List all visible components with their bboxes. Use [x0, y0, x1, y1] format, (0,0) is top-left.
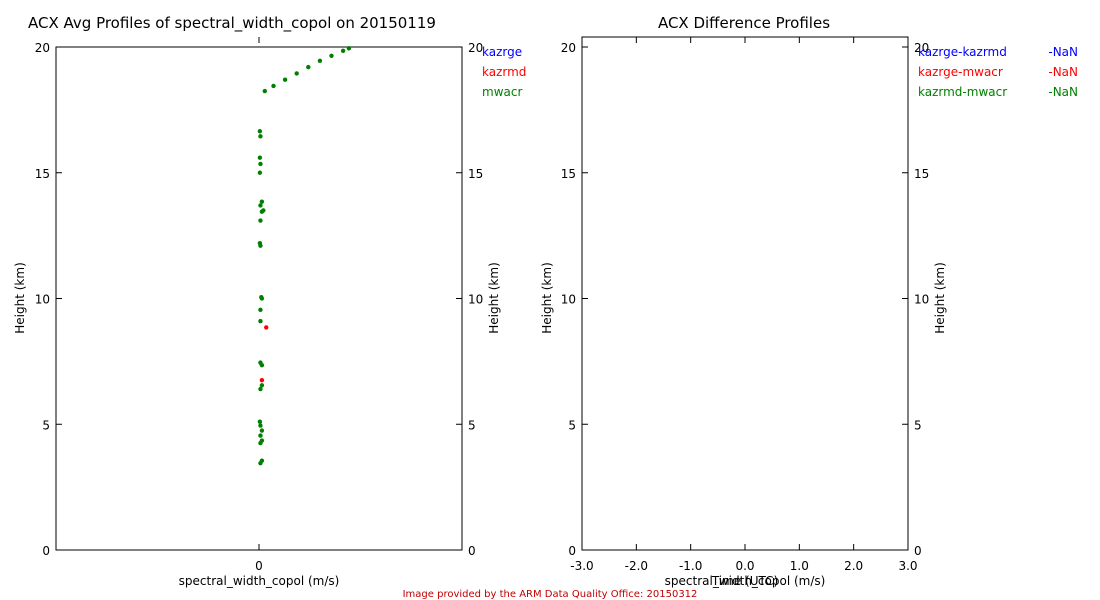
mwacr-point	[259, 295, 264, 300]
kazrmd-point	[259, 378, 265, 383]
mwacr-point	[258, 161, 263, 167]
mwacr-point	[294, 71, 299, 76]
legend-mwacr: mwacr	[482, 85, 522, 99]
mwacr-point	[259, 458, 265, 463]
mwacr-point	[258, 360, 263, 365]
y-tick-label: 0	[568, 544, 576, 558]
y-tick-label: 10	[35, 293, 50, 307]
right-plot-frame	[581, 36, 909, 551]
x-tick-label: -2.0	[625, 559, 648, 573]
kazrmd-point	[264, 325, 269, 330]
y-tick-label-right: 5	[468, 418, 476, 432]
y-tick-label-right: 10	[914, 293, 929, 307]
legend-kazrge-mwacr-value: -NaN	[1048, 65, 1078, 79]
y-tick-label: 5	[42, 418, 50, 432]
mwacr-point	[329, 53, 334, 59]
legend-kazrge-kazrmd: kazrge-kazrmd	[918, 45, 1007, 59]
mwacr-point	[258, 433, 263, 438]
left-plot-frame	[55, 46, 463, 551]
y-tick-label: 15	[561, 167, 576, 181]
left-title: ACX Avg Profiles of spectral_width_copol…	[28, 14, 436, 33]
mwacr-point	[258, 386, 263, 392]
legend-kazrge-kazrmd-value: -NaN	[1048, 45, 1078, 59]
mwacr-point	[258, 203, 263, 208]
y-tick-label-right: 0	[914, 544, 922, 558]
left-x-ticks: 0	[255, 37, 263, 573]
mwacr-point	[340, 48, 346, 53]
right-x-ticks: -3.0 -2.0 -1.0 0.0 1.0 2.0 3.0	[570, 37, 918, 573]
left-ylabel-right: Height (km)	[487, 262, 501, 333]
right-panel: ACX Difference Profiles 0 0 5 5 10 10 15 15 20 20…	[540, 14, 1078, 588]
y-tick-label: 20	[561, 41, 576, 55]
x-tick-label: -1.0	[679, 559, 702, 573]
legend-kazrmd-mwacr-value: -NaN	[1048, 85, 1078, 99]
left-panel: ACX Avg Profiles of spectral_width_copol…	[13, 14, 526, 588]
y-tick-label: 10	[561, 293, 576, 307]
mwacr-point	[306, 64, 311, 70]
legend-kazrge: kazrge	[482, 45, 522, 59]
left-xlabel: spectral_width_copol (m/s)	[179, 574, 340, 588]
right-ylabel-right: Height (km)	[933, 262, 947, 333]
y-tick-label: 5	[568, 418, 576, 432]
mwacr-point	[258, 307, 263, 313]
mwacr-point	[259, 438, 265, 443]
y-tick-label-right: 20	[468, 41, 483, 55]
right-title: ACX Difference Profiles	[658, 14, 830, 32]
legend-kazrmd-mwacr: kazrmd-mwacr	[918, 85, 1007, 99]
y-tick-label: 15	[35, 167, 50, 181]
x-tick-label: 2.0	[844, 559, 863, 573]
y-tick-label-right: 20	[914, 41, 929, 55]
right-xlabel-overlap: Time (UTC)	[711, 574, 778, 588]
mwacr-point	[346, 46, 352, 51]
mwacr-point	[258, 218, 263, 223]
mwacr-point	[259, 383, 265, 388]
mwacr-point	[258, 134, 263, 139]
x-tick-label: 3.0	[898, 559, 917, 573]
right-ylabel: Height (km)	[540, 262, 554, 333]
legend-kazrge-mwacr: kazrge-mwacr	[918, 65, 1003, 79]
right-y-ticks: 0 0 5 5 10 10 15 15 20 20	[561, 41, 930, 558]
x-tick-label: -3.0	[570, 559, 593, 573]
y-tick-label: 0	[42, 544, 50, 558]
mwacr-point	[317, 58, 323, 64]
y-tick-label-right: 0	[468, 544, 476, 558]
mwacr-point	[258, 318, 263, 324]
mwacr-point	[271, 83, 276, 89]
x-tick-label: 0	[255, 559, 263, 573]
x-tick-label: 0.0	[735, 559, 754, 573]
mwacr-point	[259, 199, 265, 204]
y-tick-label-right: 5	[914, 418, 922, 432]
mwacr-point	[257, 155, 263, 160]
mwacr-point	[282, 77, 288, 82]
left-ylabel: Height (km)	[13, 262, 27, 333]
y-tick-label-right: 10	[468, 293, 483, 307]
mwacr-point	[257, 419, 263, 424]
left-legend: kazrge kazrmd mwacr	[482, 45, 526, 99]
credit-text: Image provided by the ARM Data Quality O…	[403, 589, 698, 600]
mwacr-point	[257, 170, 263, 175]
mwacr-point	[258, 423, 263, 428]
y-tick-label-right: 15	[914, 167, 929, 181]
mwacr-point	[262, 88, 267, 94]
y-tick-label: 20	[35, 41, 50, 55]
x-tick-label: 1.0	[790, 559, 809, 573]
left-data-points	[257, 46, 352, 466]
right-legend: kazrge-kazrmd -NaN kazrge-mwacr -NaN kazrmd-…	[918, 45, 1078, 99]
mwacr-point	[257, 129, 263, 134]
y-tick-label-right: 15	[468, 167, 483, 181]
mwacr-point	[257, 240, 263, 246]
legend-kazrmd: kazrmd	[482, 65, 526, 79]
mwacr-point	[261, 208, 266, 213]
mwacr-point	[259, 428, 265, 433]
right-xlabel: spectral_width_copol (m/s)	[665, 574, 826, 588]
left-y-ticks: 0 0 5 5 10 10 15 15 20 20	[35, 41, 484, 558]
